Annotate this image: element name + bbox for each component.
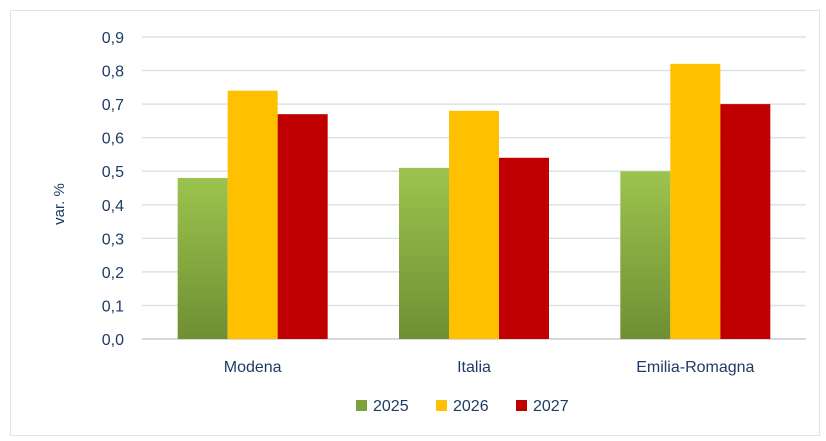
bar-2027-italia xyxy=(499,157,549,339)
y-tick-label: 0,6 xyxy=(102,131,124,148)
legend-swatch xyxy=(436,400,447,411)
bar-2027-emilia-romagna xyxy=(720,104,771,339)
x-axis-categories: Modena Italia Emilia-Romagna xyxy=(224,359,755,376)
y-tick-label: 0,8 xyxy=(102,64,124,81)
y-tick-label: 0,0 xyxy=(102,332,124,349)
legend-swatch xyxy=(516,400,527,411)
x-category-label: Modena xyxy=(224,359,282,376)
bar-2026-modena xyxy=(227,90,278,339)
bars xyxy=(177,63,771,339)
y-tick-label: 0,1 xyxy=(102,298,124,315)
y-tick-label: 0,2 xyxy=(102,265,124,282)
legend-label: 2025 xyxy=(373,398,409,415)
y-tick-label: 0,7 xyxy=(102,97,124,114)
x-category-label: Emilia-Romagna xyxy=(636,359,754,376)
legend: 2025 2026 2027 xyxy=(356,398,569,415)
y-tick-label: 0,9 xyxy=(102,30,124,47)
bar-2025-italia xyxy=(399,167,449,339)
bar-2027-modena xyxy=(277,114,328,339)
y-tick-label: 0,4 xyxy=(102,198,124,215)
bar-2025-modena xyxy=(177,177,228,339)
bar-2026-emilia-romagna xyxy=(670,63,721,339)
y-tick-label: 0,3 xyxy=(102,231,124,248)
x-category-label: Italia xyxy=(457,359,491,376)
legend-label: 2027 xyxy=(533,398,569,415)
y-tick-label: 0,5 xyxy=(102,164,124,181)
legend-swatch xyxy=(356,400,367,411)
y-axis-label: var. % xyxy=(51,183,68,225)
bar-2025-emilia-romagna xyxy=(620,171,671,339)
bar-2026-italia xyxy=(449,110,499,339)
y-axis-ticks: 0,0 0,1 0,2 0,3 0,4 0,5 0,6 0,7 0,8 0,9 xyxy=(102,30,124,349)
legend-label: 2026 xyxy=(453,398,489,415)
